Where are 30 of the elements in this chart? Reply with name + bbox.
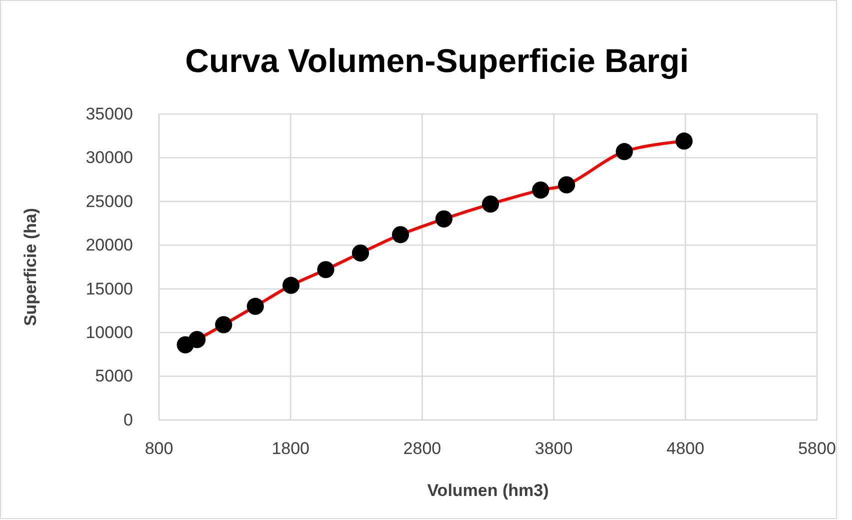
point bbox=[532, 182, 550, 199]
y-axis-title: Superficie (ha) bbox=[21, 208, 40, 326]
x-tick-label: 800 bbox=[144, 439, 174, 458]
point bbox=[676, 132, 693, 150]
x-tick-label: 4800 bbox=[666, 439, 704, 458]
x-tick-label: 2800 bbox=[403, 439, 442, 458]
y-tick-label: 5000 bbox=[95, 366, 133, 386]
point bbox=[317, 261, 334, 278]
x-tick-label: 3800 bbox=[534, 439, 573, 458]
x-tick-label: 1800 bbox=[272, 439, 310, 458]
chart-title: Curva Volumen-Superficie Bargi bbox=[185, 42, 689, 79]
point bbox=[352, 244, 370, 262]
y-tick-label: 10000 bbox=[86, 323, 133, 342]
y-tick-label: 15000 bbox=[86, 279, 133, 298]
point bbox=[188, 331, 206, 348]
point bbox=[482, 196, 500, 213]
point bbox=[246, 298, 264, 315]
x-tick-label: 5800 bbox=[798, 439, 836, 458]
x-axis-title: Volumen (hm3) bbox=[427, 481, 549, 500]
y-tick-label: 25000 bbox=[86, 192, 133, 211]
point bbox=[435, 210, 452, 228]
point bbox=[392, 226, 410, 244]
point bbox=[558, 176, 576, 194]
point bbox=[282, 276, 300, 294]
y-tick-label: 35000 bbox=[86, 104, 133, 124]
point bbox=[616, 143, 633, 160]
y-tick-label: 0 bbox=[124, 410, 133, 430]
y-tick-label: 20000 bbox=[86, 236, 133, 255]
point bbox=[215, 316, 232, 334]
y-tick-label: 30000 bbox=[86, 148, 133, 168]
